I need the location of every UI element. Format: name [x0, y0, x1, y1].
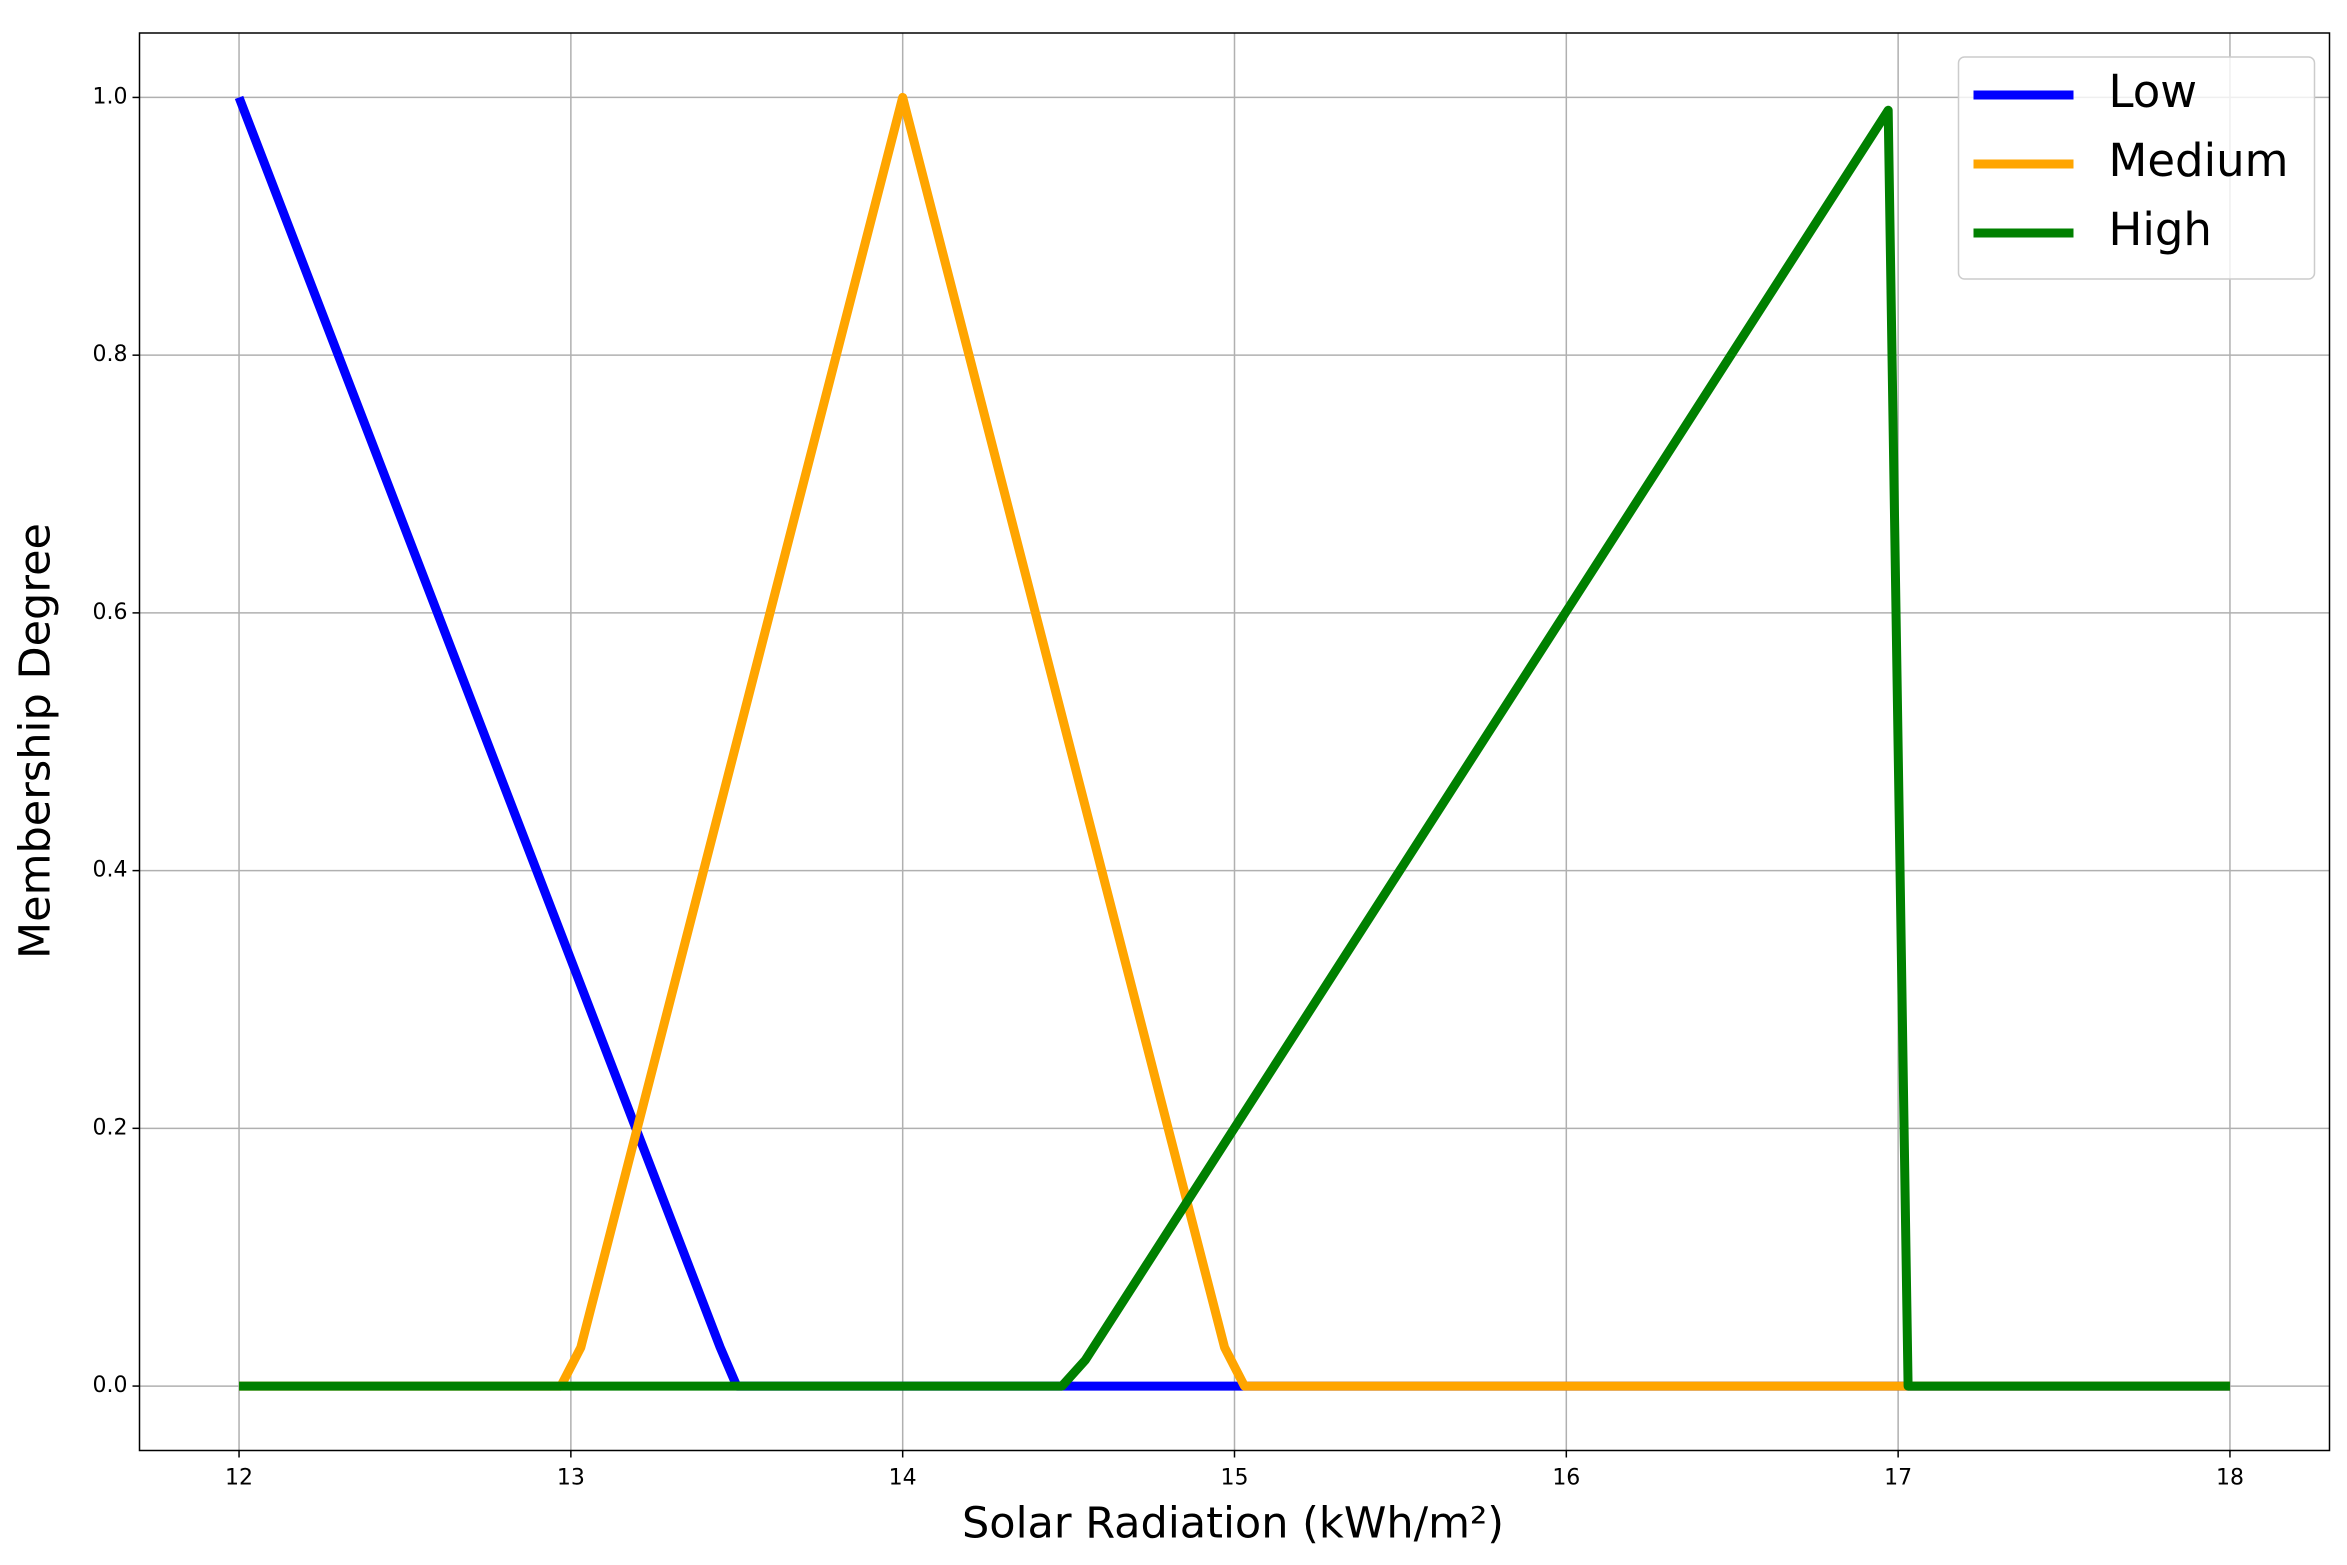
legend-label: High [2109, 203, 2212, 256]
x-tick-label: 16 [1552, 1466, 1580, 1491]
x-tick-label: 12 [225, 1466, 253, 1491]
line [239, 105, 2230, 1391]
y-tick-label: 0.4 [93, 858, 128, 883]
y-axis-label: Membership Degree [11, 523, 61, 959]
legend-label: Low [2109, 65, 2198, 118]
y-tick-label: 0.8 [93, 342, 128, 367]
x-tick-label: 13 [557, 1466, 585, 1491]
x-tick-label: 17 [1884, 1466, 1912, 1491]
y-tick-label: 0.6 [93, 600, 128, 625]
plot-frame [138, 32, 2331, 1452]
legend-label: Medium [2109, 134, 2289, 187]
x-axis-label: Solar Radiation (kWh/m²) [962, 1499, 1504, 1549]
x-tick-label: 14 [889, 1466, 917, 1491]
legend-box [1957, 56, 2316, 280]
y-tick-label: 0.2 [93, 1115, 128, 1140]
y-tick-label: 1.0 [93, 84, 128, 109]
x-tick-label: 15 [1221, 1466, 1249, 1491]
legend: Low Medium High [1957, 56, 2316, 280]
x-tick-label: 18 [2216, 1466, 2244, 1491]
y-tick-label: 0.0 [93, 1373, 128, 1398]
